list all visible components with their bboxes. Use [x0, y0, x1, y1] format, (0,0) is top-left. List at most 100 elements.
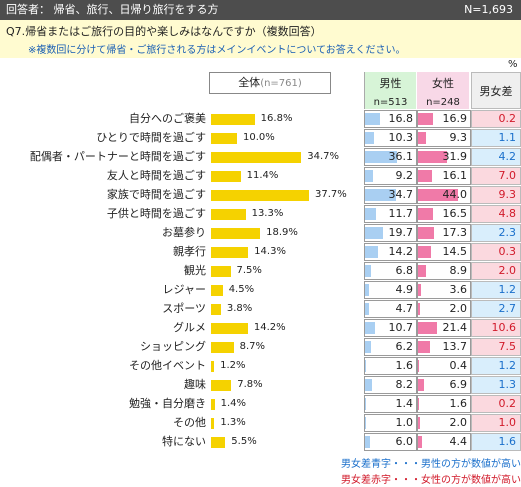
gender-diff-cell: 4.8	[471, 205, 521, 223]
female-n: n=248	[426, 97, 460, 108]
category-label: 勉強・自分磨き	[129, 397, 206, 410]
total-bar-value: 14.2%	[253, 322, 286, 333]
male-mini-bar	[365, 379, 373, 391]
male-mini-bar	[365, 151, 398, 163]
female-value: 2.0	[449, 416, 468, 429]
category-label: 特にない	[162, 435, 206, 448]
male-mini-bar	[365, 417, 366, 429]
female-value-cell: 13.7	[417, 338, 471, 356]
male-value-cell: 6.2	[364, 338, 417, 356]
male-value-cell: 14.2	[364, 243, 417, 261]
respondents-text: 回答者： 帰省、旅行、日帰り旅行をする方	[6, 3, 219, 16]
total-bar-value: 1.2%	[220, 360, 246, 371]
female-mini-bar	[418, 132, 427, 144]
female-value-cell: 16.5	[417, 205, 471, 223]
gender-diff-value: 0.2	[498, 112, 517, 125]
category-label: レジャー	[162, 283, 206, 296]
male-mini-bar	[365, 170, 374, 182]
female-value-cell: 21.4	[417, 319, 471, 337]
female-value-cell: 16.9	[417, 110, 471, 128]
male-value-cell: 8.2	[364, 376, 417, 394]
gender-diff-value: 9.3	[498, 188, 517, 201]
male-mini-bar	[365, 398, 367, 410]
gender-diff-value: 4.8	[498, 207, 517, 220]
male-value: 36.1	[388, 150, 414, 163]
female-mini-bar	[418, 417, 420, 429]
total-bar	[211, 380, 232, 391]
gender-diff-cell: 1.1	[471, 129, 521, 147]
female-value: 3.6	[449, 283, 468, 296]
gender-diff-cell: 9.3	[471, 186, 521, 204]
female-mini-bar	[418, 170, 433, 182]
male-value: 8.2	[395, 378, 414, 391]
category-label: その他イベント	[129, 359, 206, 372]
female-mini-bar	[418, 189, 458, 201]
total-label: 全体	[238, 76, 261, 89]
male-value: 6.2	[395, 340, 414, 353]
female-value: 13.7	[442, 340, 468, 353]
gender-diff-cell: 1.2	[471, 281, 521, 299]
total-bar	[211, 209, 246, 220]
gender-diff-value: 1.3	[498, 378, 517, 391]
female-value-cell: 17.3	[417, 224, 471, 242]
diff-label: 男女差	[479, 85, 513, 98]
male-value: 1.4	[395, 397, 414, 410]
gender-diff-cell: 7.0	[471, 167, 521, 185]
female-value-cell: 2.0	[417, 300, 471, 318]
male-mini-bar	[365, 246, 378, 258]
male-column-header: 男性 n=513	[364, 72, 416, 109]
category-label: スポーツ	[162, 302, 206, 315]
total-bar	[211, 190, 310, 201]
male-value: 6.0	[395, 435, 414, 448]
female-mini-bar	[418, 265, 426, 277]
total-bar	[211, 285, 223, 296]
gender-diff-value: 2.7	[498, 302, 517, 315]
male-mini-bar	[365, 208, 376, 220]
category-label: 友人と時間を過ごす	[106, 169, 206, 182]
female-mini-bar	[418, 227, 434, 239]
female-value: 31.9	[442, 150, 468, 163]
female-value-cell: 4.4	[417, 433, 471, 451]
female-value: 8.9	[449, 264, 468, 277]
total-bar-value: 37.7%	[315, 189, 347, 200]
female-value: 4.4	[449, 435, 468, 448]
male-value: 14.2	[388, 245, 414, 258]
male-value-cell: 1.4	[364, 395, 417, 413]
category-label: 配偶者・パートナーと時間を過ごす	[29, 150, 206, 163]
male-value: 16.8	[388, 112, 414, 125]
male-value: 4.9	[395, 283, 414, 296]
female-mini-bar	[418, 398, 420, 410]
total-bar-value: 34.7%	[307, 151, 339, 162]
female-mini-bar	[418, 379, 425, 391]
gender-diff-value: 2.0	[498, 264, 517, 277]
female-value-cell: 9.3	[417, 129, 471, 147]
legend-male-higher: 男女差青字・・・男性の方が数値が高い	[341, 459, 521, 470]
female-value: 16.1	[442, 169, 468, 182]
total-bar-value: 11.4%	[246, 170, 279, 181]
gender-diff-cell: 1.3	[471, 376, 521, 394]
male-value: 1.6	[395, 359, 414, 372]
category-label: 自分へのご褒美	[129, 112, 206, 125]
male-value: 6.8	[395, 264, 414, 277]
gender-diff-value: 1.2	[498, 359, 517, 372]
gender-diff-value: 1.2	[498, 283, 517, 296]
gender-diff-cell: 1.0	[471, 414, 521, 432]
female-value: 16.5	[442, 207, 468, 220]
male-value: 10.3	[388, 131, 414, 144]
category-label: 家族で時間を過ごす	[106, 188, 206, 201]
percent-unit: %	[508, 59, 518, 70]
female-value: 2.0	[449, 302, 468, 315]
female-value: 17.3	[442, 226, 468, 239]
male-mini-bar	[365, 189, 397, 201]
female-value-cell: 8.9	[417, 262, 471, 280]
gender-diff-value: 4.2	[498, 150, 517, 163]
gender-diff-value: 1.1	[498, 131, 517, 144]
female-mini-bar	[418, 113, 434, 125]
male-mini-bar	[365, 341, 371, 353]
female-value-cell: 6.9	[417, 376, 471, 394]
female-mini-bar	[418, 208, 433, 220]
male-value-cell: 11.7	[364, 205, 417, 223]
gender-diff-cell: 0.2	[471, 395, 521, 413]
gender-diff-cell: 1.2	[471, 357, 521, 375]
category-label: 子供と時間を過ごす	[106, 207, 206, 220]
